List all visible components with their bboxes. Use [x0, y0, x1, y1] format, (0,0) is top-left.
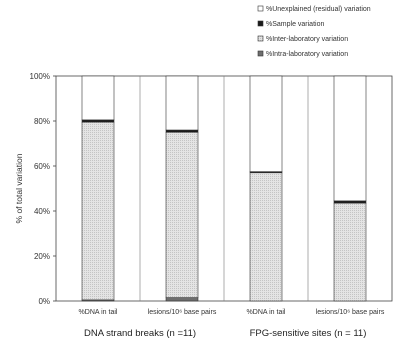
y-tick-label: 80%	[34, 117, 50, 126]
legend-swatch	[257, 5, 264, 12]
bars	[81, 75, 367, 302]
y-tick-label: 40%	[34, 207, 50, 216]
bar-segment	[333, 200, 367, 204]
bar-segment	[165, 75, 199, 131]
bar-segment	[333, 202, 367, 302]
category-label: %DNA in tail	[247, 309, 286, 316]
y-tick-label: 20%	[34, 252, 50, 261]
legend-swatch	[257, 20, 264, 27]
legend: %Unexplained (residual) variation %Sample…	[257, 5, 371, 58]
group-label: FPG-sensitive sites (n = 11)	[250, 328, 367, 339]
y-tick-label: 0%	[38, 297, 50, 306]
bar-segment	[165, 297, 199, 302]
bar-segment	[81, 75, 115, 121]
legend-swatch	[257, 50, 264, 57]
y-tick-label: 60%	[34, 162, 50, 171]
legend-entry: %Inter-laboratory variation	[266, 36, 348, 43]
legend-swatch	[257, 35, 264, 42]
y-tick-label: 100%	[30, 72, 50, 81]
bar-segment	[249, 172, 283, 302]
bar-segment	[165, 131, 199, 298]
category-label: lesions/10⁶ base pairs	[316, 309, 385, 316]
bar-segment	[333, 75, 367, 202]
bar-segment	[81, 119, 115, 123]
axis-labels: 0% 20% 40% 60% 80% 100% % of total variation %D…	[14, 72, 385, 339]
category-label: %DNA in tail	[79, 309, 118, 316]
legend-entry: %Intra-laboratory variation	[266, 51, 348, 58]
group-label: DNA strand breaks (n =11)	[84, 328, 196, 339]
y-axis-label: % of total variation	[14, 153, 24, 223]
bar-segment	[165, 129, 199, 133]
legend-entry: %Sample variation	[266, 21, 324, 28]
legend-entry: %Unexplained (residual) variation	[266, 6, 371, 13]
bar-segment	[81, 121, 115, 301]
bar-segment	[249, 75, 283, 172]
category-label: lesions/10⁶ base pairs	[148, 309, 217, 316]
axes	[53, 75, 393, 302]
